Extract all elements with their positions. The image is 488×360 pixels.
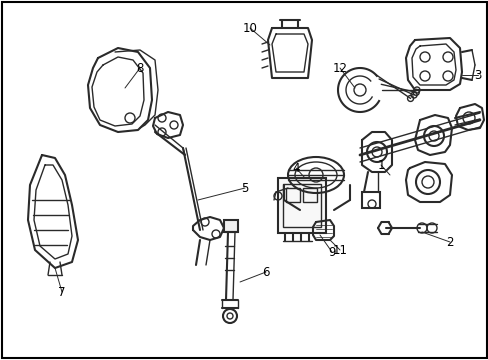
Text: 12: 12 bbox=[332, 62, 347, 75]
Bar bbox=[285, 188, 299, 202]
Bar bbox=[361, 192, 379, 208]
Text: 4: 4 bbox=[292, 162, 299, 175]
Text: 8: 8 bbox=[136, 62, 143, 75]
Text: 1: 1 bbox=[376, 158, 384, 171]
Text: 7: 7 bbox=[58, 285, 65, 298]
Text: 6: 6 bbox=[262, 266, 269, 279]
Text: 3: 3 bbox=[473, 68, 481, 81]
Text: 2: 2 bbox=[446, 235, 453, 248]
Text: 5: 5 bbox=[241, 181, 248, 194]
Text: 11: 11 bbox=[332, 243, 347, 256]
Bar bbox=[303, 188, 316, 202]
Bar bbox=[278, 178, 325, 233]
Text: 10: 10 bbox=[242, 22, 257, 35]
Bar bbox=[283, 184, 320, 227]
Bar bbox=[224, 220, 238, 232]
Text: 9: 9 bbox=[327, 246, 335, 258]
